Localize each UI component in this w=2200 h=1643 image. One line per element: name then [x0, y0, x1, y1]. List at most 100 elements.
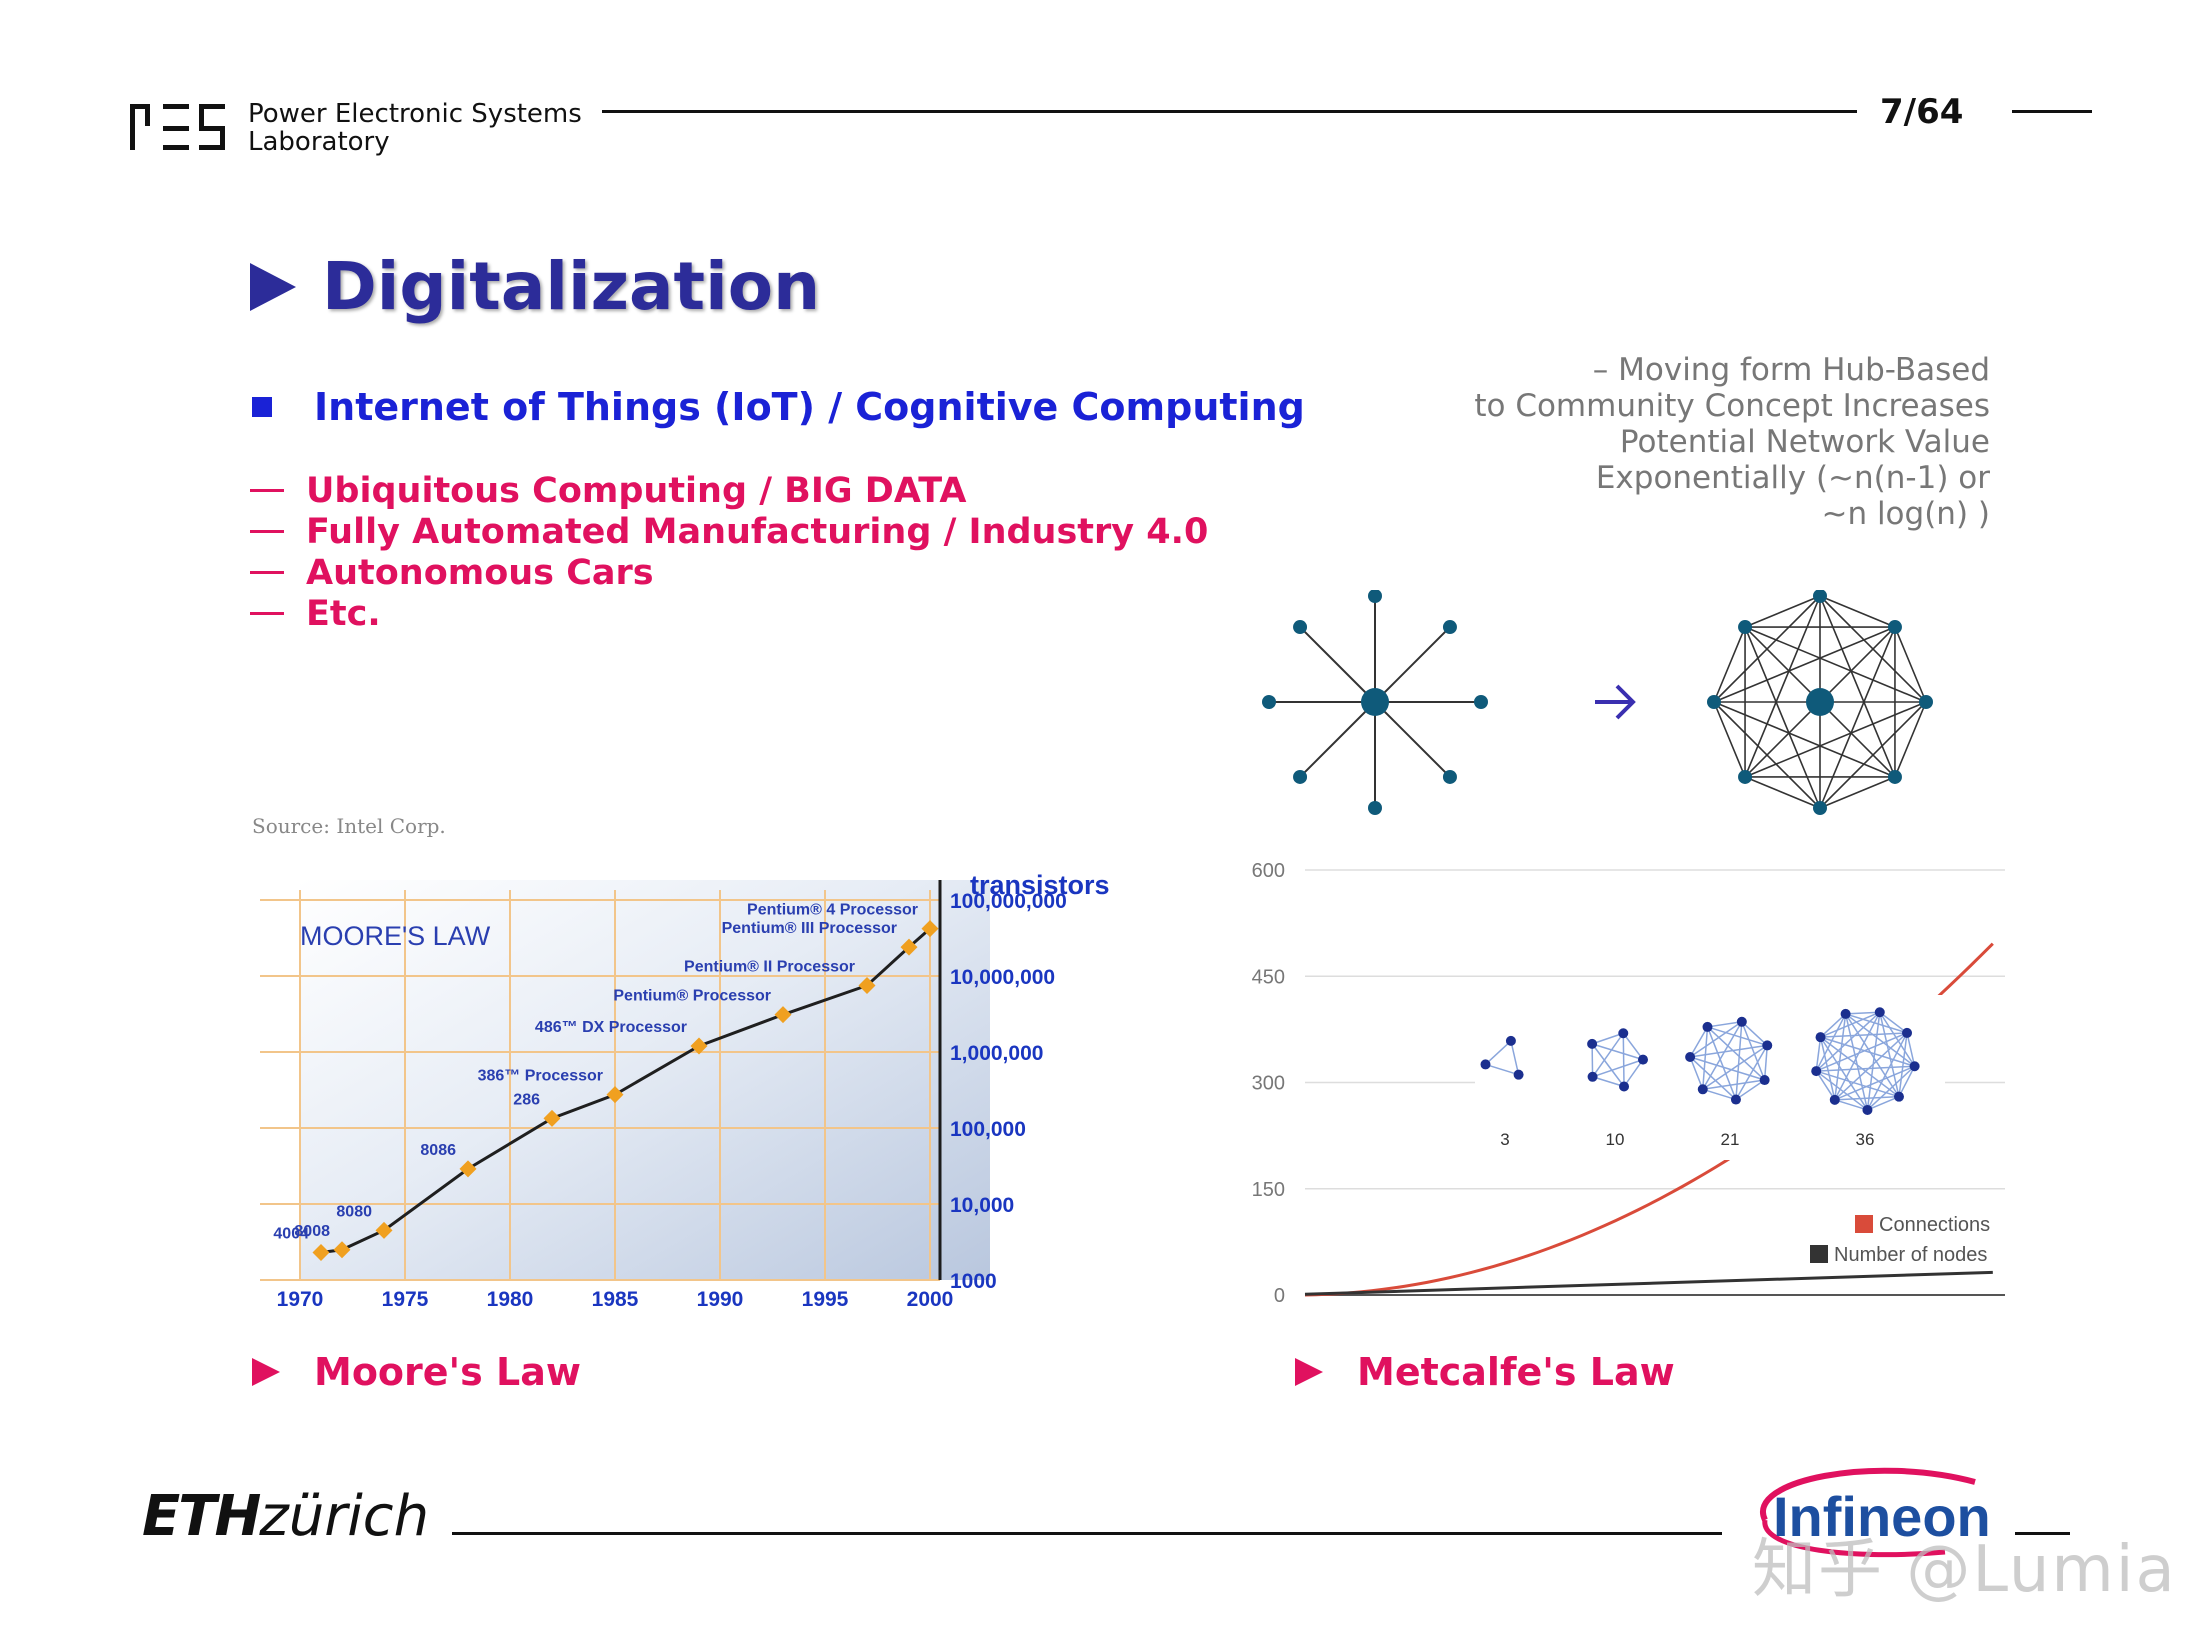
moore-point-label: Pentium® III Processor: [722, 920, 897, 937]
list-item: Ubiquitous Computing / BIG DATA: [250, 470, 1208, 511]
network-node: [1707, 695, 1721, 709]
inset-edge: [1484, 1040, 1512, 1065]
inset-edge: [1592, 1076, 1625, 1088]
inset-node: [1702, 1021, 1713, 1032]
x-tick-label: 1980: [487, 1288, 534, 1311]
network-edge: [1299, 701, 1376, 778]
inset-edge: [1591, 1032, 1624, 1045]
pes-logo: [130, 104, 225, 150]
moore-data-point: [921, 920, 939, 938]
community-network: [1707, 590, 1933, 815]
inset-edge: [1844, 1013, 1869, 1111]
network-edge: [1894, 626, 1927, 703]
x-tick-label: 1985: [592, 1288, 639, 1311]
inset-edge: [1707, 1021, 1742, 1028]
metcalfes-law-text: Metcalfe's Law: [1357, 1350, 1675, 1394]
note-line: ~n log(n) ): [1821, 496, 1990, 532]
inset-edge: [1702, 1044, 1768, 1090]
inset-edge: [1689, 1056, 1765, 1081]
network-node: [1887, 769, 1902, 784]
note-line: to Community Concept Increases: [1474, 388, 1990, 424]
network-node: [1813, 801, 1827, 815]
list-item: Autonomous Cars: [250, 552, 1208, 593]
legend-label-connections: Connections: [1879, 1214, 1990, 1236]
network-edge: [1713, 626, 1896, 703]
inset-edge: [1866, 1065, 1916, 1111]
network-node: [1887, 620, 1902, 635]
inset-edge: [1735, 1045, 1768, 1100]
network-node: [1368, 590, 1382, 603]
inset-node: [1697, 1084, 1708, 1095]
play-triangle-icon: [252, 1358, 280, 1386]
inset-edge: [1623, 1059, 1644, 1087]
network-edge: [1819, 595, 1896, 628]
inset-edge: [1706, 1026, 1766, 1081]
y-tick-label: 100,000,000: [950, 890, 1067, 913]
inset-edge: [1820, 1011, 1881, 1038]
network-node: [1262, 695, 1276, 709]
inset-edge: [1834, 1099, 1868, 1111]
inset-edge: [1866, 1032, 1908, 1111]
inset-node: [1685, 1051, 1696, 1062]
metcalfes-law-chart: 600 450 300 150 0 3 10 21 36 Connections Number…: [1252, 860, 2005, 1307]
network-edge: [1819, 626, 1896, 809]
moore-point-label: 286: [513, 1091, 540, 1108]
network-center-node: [1806, 688, 1834, 716]
network-node: [1293, 620, 1308, 635]
inset-edge: [1816, 1065, 1915, 1072]
moore-data-point: [858, 977, 876, 994]
inset-edge: [1816, 1070, 1900, 1098]
inset-edge: [1845, 1011, 1880, 1015]
header-rule-right: [2012, 110, 2092, 113]
moore-point-label: 8086: [420, 1142, 456, 1159]
inset-node: [1909, 1061, 1920, 1072]
inset-edge: [1815, 1011, 1881, 1072]
eth-logo-bold: ETH: [142, 1484, 261, 1549]
x-tick-label: 1995: [802, 1288, 849, 1311]
network-edge: [1744, 701, 1927, 778]
inset-edge: [1820, 1013, 1847, 1038]
network-note: – Moving form Hub-Based to Community Con…: [1474, 352, 1990, 532]
network-edge: [1713, 626, 1746, 703]
network-node: [1813, 590, 1827, 603]
network-node: [1442, 769, 1457, 784]
moore-point-label: 8008: [294, 1223, 330, 1240]
inset-edge: [1866, 1012, 1881, 1111]
inset-edge: [1898, 1065, 1916, 1098]
dash-icon: [250, 571, 284, 574]
list-item-text: Etc.: [306, 593, 381, 634]
moore-point-label: Pentium® Processor: [613, 988, 771, 1005]
x-tick-label: 1990: [697, 1288, 744, 1311]
inset-node: [1811, 1066, 1822, 1077]
inset-node: [1893, 1091, 1904, 1102]
y-tick-label: 10,000: [950, 1194, 1014, 1217]
note-line: – Moving form Hub-Based: [1592, 352, 1990, 388]
legend-label-nodes: Number of nodes: [1834, 1244, 1987, 1266]
inset-node: [1829, 1094, 1840, 1105]
inset-edge: [1741, 1021, 1766, 1081]
inset-edge: [1735, 1079, 1766, 1101]
y-tick-label: 10,000,000: [950, 966, 1055, 989]
inset-edge: [1906, 1032, 1916, 1067]
y-tick-label: 600: [1252, 860, 1285, 882]
inset-node: [1730, 1094, 1741, 1105]
eth-logo-rest: zürich: [259, 1484, 430, 1549]
list-item-text: Ubiquitous Computing / BIG DATA: [306, 470, 967, 511]
inset-node: [1618, 1028, 1629, 1039]
inset-node: [1759, 1075, 1770, 1086]
footer-rule-right: [2015, 1532, 2070, 1535]
y-tick-label: 450: [1252, 966, 1285, 988]
inset-node: [1513, 1069, 1524, 1080]
network-node: [1474, 695, 1488, 709]
inset-node: [1762, 1040, 1773, 1051]
list-item: Etc.: [250, 593, 1208, 634]
y-tick-label: 300: [1252, 1073, 1285, 1095]
inset-edge: [1819, 1036, 1836, 1100]
inset-edge: [1834, 1095, 1900, 1101]
inset-edge: [1815, 1037, 1822, 1072]
inset-edge: [1591, 1032, 1624, 1078]
play-triangle-icon: [1295, 1358, 1323, 1386]
inset-node: [1619, 1081, 1630, 1092]
inset-node: [1480, 1059, 1491, 1070]
moore-point-label: 4004: [273, 1226, 309, 1243]
